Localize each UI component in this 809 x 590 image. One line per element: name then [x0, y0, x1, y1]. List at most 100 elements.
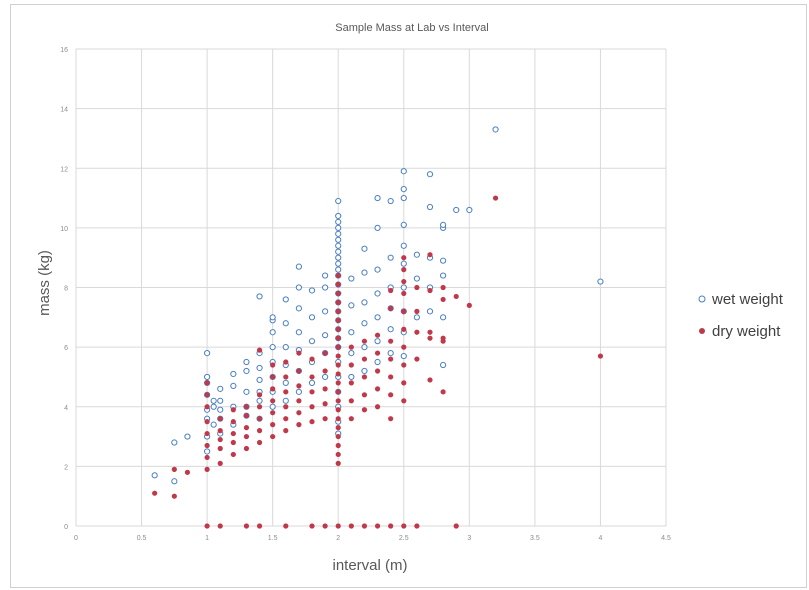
dry-weight-point — [204, 430, 210, 437]
dry-weight-point — [414, 356, 420, 362]
dry-weight-point — [374, 332, 381, 338]
wet-weight-point — [282, 320, 289, 327]
dry-weight-point — [374, 404, 381, 410]
wet-weight-point — [243, 358, 250, 366]
dry-weight-point — [388, 392, 394, 398]
y-tick-label: 0 — [64, 524, 68, 531]
wet-weight-point — [171, 439, 178, 446]
x-tick-label: 4 — [598, 535, 602, 542]
dry-weight-point — [296, 422, 302, 428]
dry-weight-point — [322, 401, 328, 407]
dry-weight-point — [453, 523, 459, 529]
wet-weight-point — [440, 314, 447, 321]
x-tick-label: 1 — [205, 535, 209, 542]
dry-weight-point — [492, 195, 499, 201]
dry-weight-point — [388, 374, 394, 380]
dry-weight-series — [152, 195, 604, 529]
dry-weight-point — [204, 392, 210, 398]
wet-weight-point — [230, 382, 237, 389]
wet-weight-point — [426, 203, 434, 211]
wet-weight-point — [308, 338, 316, 345]
dry-weight-point — [322, 386, 328, 392]
dry-weight-point — [296, 398, 302, 404]
legend-wet-label: wet weight — [711, 291, 784, 308]
wet-weight-point — [282, 296, 289, 303]
dry-weight-point — [401, 326, 407, 332]
dry-weight-point — [243, 425, 250, 431]
dry-weight-point — [270, 422, 276, 428]
dry-weight-point — [427, 377, 433, 383]
dry-weight-point — [414, 329, 420, 335]
dry-weight-point — [361, 523, 368, 529]
dry-weight-point — [322, 416, 328, 422]
dry-weight-point — [361, 407, 368, 413]
dry-weight-point — [335, 317, 341, 323]
wet-weight-point — [387, 349, 394, 357]
dry-weight-point — [309, 419, 315, 425]
dry-weight-point — [335, 335, 341, 341]
y-tick-label: 16 — [60, 47, 68, 54]
wet-weight-point — [256, 364, 263, 372]
wet-weight-point — [308, 379, 316, 386]
wet-weight-point — [204, 448, 211, 455]
dry-weight-point — [204, 523, 210, 529]
y-tick-label: 4 — [64, 405, 68, 412]
dry-weight-point — [335, 380, 341, 386]
wet-weight-point — [210, 403, 217, 410]
wet-weight-point — [269, 314, 276, 321]
dry-weight-point — [283, 523, 289, 529]
dry-weight-point — [322, 523, 328, 529]
y-tick-label: 12 — [60, 166, 68, 173]
dry-weight-point — [401, 362, 407, 368]
x-tick-label: 3 — [467, 535, 471, 542]
dry-weight-point — [217, 416, 223, 422]
wet-weight-point — [348, 275, 355, 282]
dry-weight-point — [440, 284, 446, 291]
dry-weight-point — [401, 278, 407, 285]
wet-weight-point — [374, 290, 381, 297]
dry-weight-point — [270, 362, 276, 368]
dry-weight-point — [335, 433, 341, 440]
wet-weight-point — [322, 284, 329, 291]
wet-weight-point — [361, 299, 368, 306]
dry-weight-point — [256, 439, 263, 446]
wet-weight-point — [361, 344, 368, 351]
dry-weight-point — [204, 466, 210, 472]
dry-weight-point — [204, 419, 210, 425]
wet-weight-point — [400, 242, 407, 249]
dry-weight-point — [335, 460, 341, 466]
dry-weight-point — [256, 392, 263, 398]
chart-title: Sample Mass at Lab vs Interval — [335, 22, 488, 34]
dry-weight-point — [217, 436, 223, 443]
dry-weight-point — [283, 404, 289, 410]
dry-weight-point — [243, 445, 250, 452]
wet-weight-point — [322, 308, 329, 315]
dry-weight-point — [309, 374, 315, 380]
wet-weight-point — [597, 278, 604, 285]
wet-weight-point — [374, 358, 381, 366]
dry-weight-point — [388, 338, 394, 344]
legend-wet-marker — [698, 295, 706, 303]
dry-weight-point — [230, 439, 236, 446]
wet-weight-point — [348, 373, 355, 381]
wet-weight-point — [374, 224, 381, 231]
dry-weight-point — [335, 389, 341, 395]
dry-weight-point — [388, 416, 394, 422]
wet-weight-point — [374, 266, 381, 273]
dry-weight-point — [401, 380, 407, 386]
wet-weight-point — [387, 197, 394, 205]
wet-weight-point — [400, 221, 407, 228]
wet-weight-point — [322, 332, 329, 339]
wet-weight-point — [335, 260, 342, 267]
wet-weight-point — [295, 329, 302, 336]
dry-weight-point — [309, 356, 315, 362]
dry-weight-point — [335, 326, 341, 332]
wet-weight-point — [400, 260, 407, 267]
wet-weight-point — [295, 284, 302, 291]
dry-weight-point — [256, 347, 263, 353]
dry-weight-point — [256, 416, 263, 422]
dry-weight-point — [427, 335, 433, 341]
dry-weight-point — [401, 344, 407, 350]
dry-weight-point — [296, 410, 302, 416]
